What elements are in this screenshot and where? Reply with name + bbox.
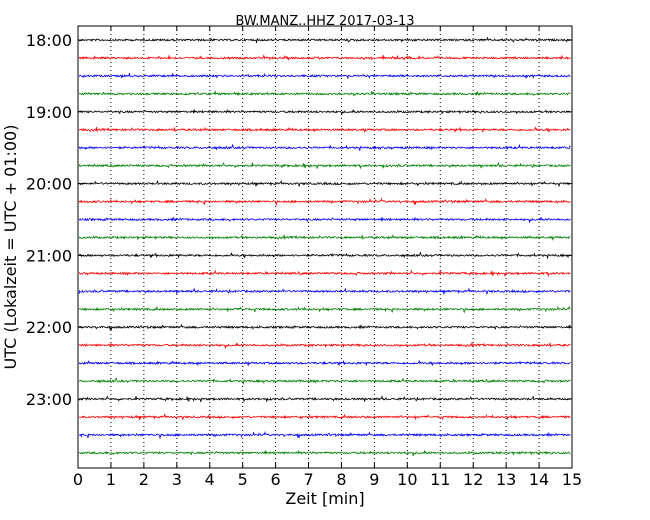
x-tick-label: 5 <box>238 470 248 489</box>
trace-line <box>78 342 571 349</box>
trace-line <box>78 216 571 223</box>
trace-line <box>78 287 571 295</box>
trace-line <box>78 269 571 278</box>
trace-line <box>78 72 571 80</box>
trace-line <box>78 179 571 187</box>
x-tick-label: 8 <box>336 470 346 489</box>
y-tick-label: 23:00 <box>26 390 72 409</box>
trace-line <box>78 430 571 440</box>
trace-line <box>78 234 571 241</box>
trace-group <box>78 36 571 457</box>
x-tick-label: 0 <box>73 470 83 489</box>
x-axis-label: Zeit [min] <box>285 489 364 508</box>
trace-line <box>78 126 571 134</box>
x-tick-label: 7 <box>303 470 313 489</box>
x-tick-label: 2 <box>139 470 149 489</box>
y-tick-label: 20:00 <box>26 175 72 194</box>
x-axis: 0 1 2 3 4 5 6 7 8 9 10 11 12 13 14 15 <box>73 26 582 489</box>
trace-line <box>78 377 571 385</box>
y-axis: 18:00 19:00 20:00 21:00 22:00 23:00 <box>26 31 572 409</box>
x-tick-label: 3 <box>172 470 182 489</box>
trace-line <box>78 143 571 151</box>
trace-line <box>78 359 571 367</box>
trace-line <box>78 53 571 61</box>
chart-title: BW.MANZ..HHZ 2017-03-13 <box>235 14 414 29</box>
x-tick-label: 15 <box>562 470 582 489</box>
x-tick-label: 9 <box>369 470 379 489</box>
y-axis-label: UTC (Lokalzeit = UTC + 01:00) <box>1 125 20 370</box>
trace-line <box>78 108 571 116</box>
trace-line <box>78 449 571 457</box>
trace-line <box>78 323 571 331</box>
x-tick-label: 6 <box>271 470 281 489</box>
y-tick-label: 18:00 <box>26 31 72 50</box>
plot-frame <box>77 25 573 469</box>
trace-line <box>78 251 571 259</box>
x-tick-label: 11 <box>430 470 450 489</box>
trace-line <box>78 305 571 314</box>
trace-line <box>78 412 571 421</box>
x-tick-label: 1 <box>106 470 116 489</box>
x-tick-label: 10 <box>397 470 417 489</box>
y-tick-label: 19:00 <box>26 103 72 122</box>
trace-line <box>78 197 571 207</box>
trace-line <box>78 36 571 44</box>
trace-line <box>78 90 571 97</box>
y-tick-label: 22:00 <box>26 318 72 337</box>
x-tick-label: 12 <box>463 470 483 489</box>
grid-lines <box>110 26 540 468</box>
y-tick-label: 21:00 <box>26 246 72 265</box>
trace-line <box>78 161 571 170</box>
x-tick-label: 4 <box>205 470 215 489</box>
x-tick-label: 14 <box>529 470 549 489</box>
x-tick-label: 13 <box>496 470 516 489</box>
trace-line <box>78 394 571 403</box>
